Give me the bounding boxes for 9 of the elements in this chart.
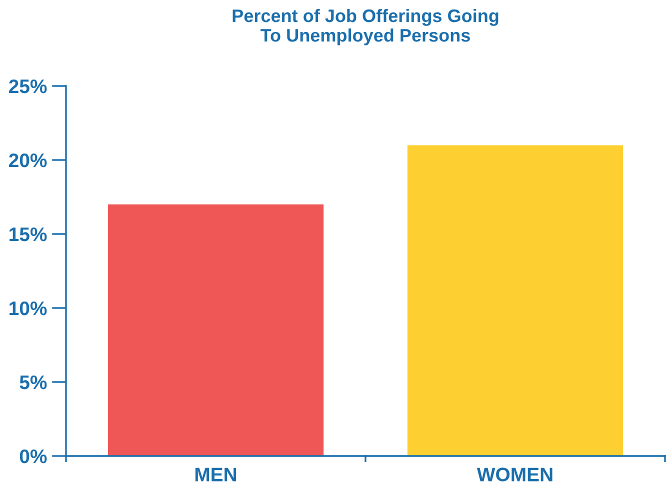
y-tick-label: 25% bbox=[9, 79, 47, 94]
chart-title: Percent of Job Offerings Going To Unemployed Persons bbox=[232, 8, 498, 46]
y-tick-label: 10% bbox=[10, 301, 47, 316]
y-tick-label: 5% bbox=[20, 376, 47, 390]
y-tick-label: 0% bbox=[20, 449, 47, 464]
x-tick-label: WOMEN bbox=[476, 468, 552, 482]
x-tick-label: MEN bbox=[195, 468, 236, 482]
y-tick-label: 15% bbox=[10, 228, 47, 242]
y-tick-label: 20% bbox=[9, 153, 47, 168]
